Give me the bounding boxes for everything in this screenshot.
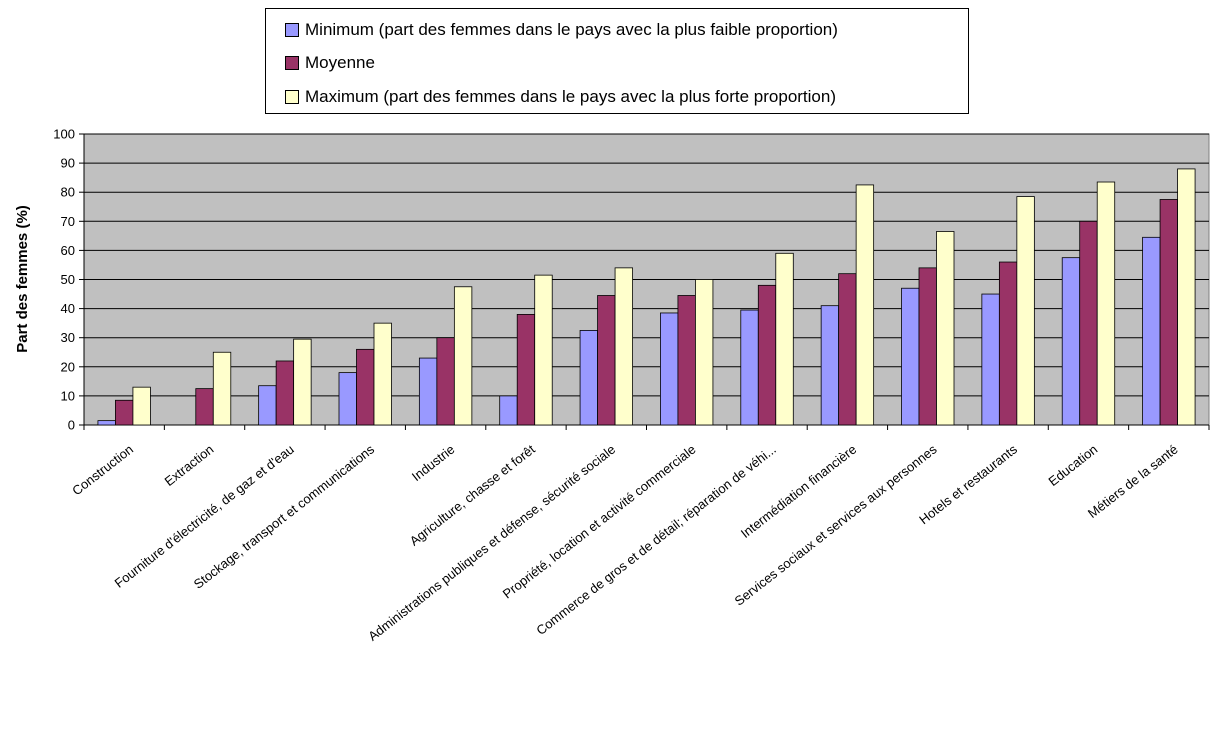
bar-maximum — [695, 279, 714, 426]
bar-minimum — [1142, 236, 1161, 426]
y-tick-label: 40 — [61, 301, 75, 316]
y-tick-label: 0 — [68, 418, 75, 433]
bar-minimum — [1061, 257, 1081, 426]
bar-moyenne — [1159, 199, 1178, 426]
bar-minimum — [660, 312, 679, 426]
bar-minimum — [418, 357, 438, 426]
legend-item-maximum: Maximum (part des femmes dans le pays av… — [285, 85, 836, 109]
y-tick-label: 30 — [61, 330, 75, 345]
bar-moyenne — [436, 337, 455, 426]
bar-maximum — [453, 286, 473, 426]
bar-minimum — [901, 287, 920, 426]
bar-minimum — [97, 420, 116, 426]
bar-moyenne — [918, 267, 937, 426]
x-tick-label: Industrie — [409, 442, 458, 485]
bar-maximum — [936, 231, 955, 426]
y-tick-label: 80 — [61, 185, 75, 200]
bar-moyenne — [597, 295, 616, 426]
bar-maximum — [775, 252, 794, 426]
y-tick-label: 90 — [61, 156, 75, 171]
bar-maximum — [212, 351, 232, 426]
bar-moyenne — [677, 295, 696, 426]
bar-maximum — [293, 338, 312, 426]
bar-moyenne — [356, 348, 375, 426]
bar-moyenne — [998, 261, 1018, 426]
bar-minimum — [338, 372, 357, 426]
bar-moyenne — [195, 388, 214, 426]
bar-minimum — [499, 395, 518, 426]
legend-item-moyenne: Moyenne — [285, 51, 375, 75]
y-tick-label: 20 — [61, 359, 75, 374]
bar-minimum — [579, 330, 598, 426]
bar-minimum — [820, 305, 840, 426]
x-tick-label: Education — [1046, 442, 1101, 489]
y-axis-title: Part des femmes (%) — [14, 205, 31, 353]
legend-label-moyenne: Moyenne — [305, 53, 375, 72]
bar-moyenne — [757, 284, 777, 426]
bar-moyenne — [516, 314, 536, 426]
y-tick-label: 50 — [61, 272, 75, 287]
bar-maximum — [534, 274, 553, 426]
bar-moyenne — [275, 360, 295, 426]
bar-maximum — [1177, 168, 1196, 426]
y-tick-label: 100 — [53, 127, 75, 142]
bar-maximum — [1016, 196, 1035, 426]
bar-moyenne — [115, 399, 134, 426]
legend-swatch-maximum — [285, 90, 299, 104]
bar-moyenne — [838, 273, 857, 426]
bar-maximum — [614, 267, 633, 426]
legend-swatch-minimum — [285, 23, 299, 37]
y-tick-label: 10 — [61, 388, 75, 403]
x-tick-label: Construction — [69, 442, 136, 499]
legend-swatch-moyenne — [285, 56, 299, 70]
x-tick-label: Extraction — [162, 442, 217, 489]
bar-maximum — [373, 322, 392, 426]
legend-label-minimum: Minimum (part des femmes dans le pays av… — [305, 20, 838, 39]
bar-minimum — [258, 385, 277, 426]
y-tick-label: 60 — [61, 243, 75, 258]
x-tick-label: Stockage, transport et communications — [191, 441, 378, 591]
chart-legend: Minimum (part des femmes dans le pays av… — [265, 8, 969, 114]
bar-moyenne — [1079, 220, 1098, 426]
bar-minimum — [740, 309, 759, 426]
bar-maximum — [132, 386, 151, 426]
bar-maximum — [1096, 181, 1116, 426]
y-tick-label: 70 — [61, 214, 75, 229]
bar-minimum — [981, 293, 1000, 426]
legend-item-minimum: Minimum (part des femmes dans le pays av… — [285, 18, 838, 42]
legend-label-maximum: Maximum (part des femmes dans le pays av… — [305, 87, 837, 106]
bar-maximum — [855, 184, 875, 426]
